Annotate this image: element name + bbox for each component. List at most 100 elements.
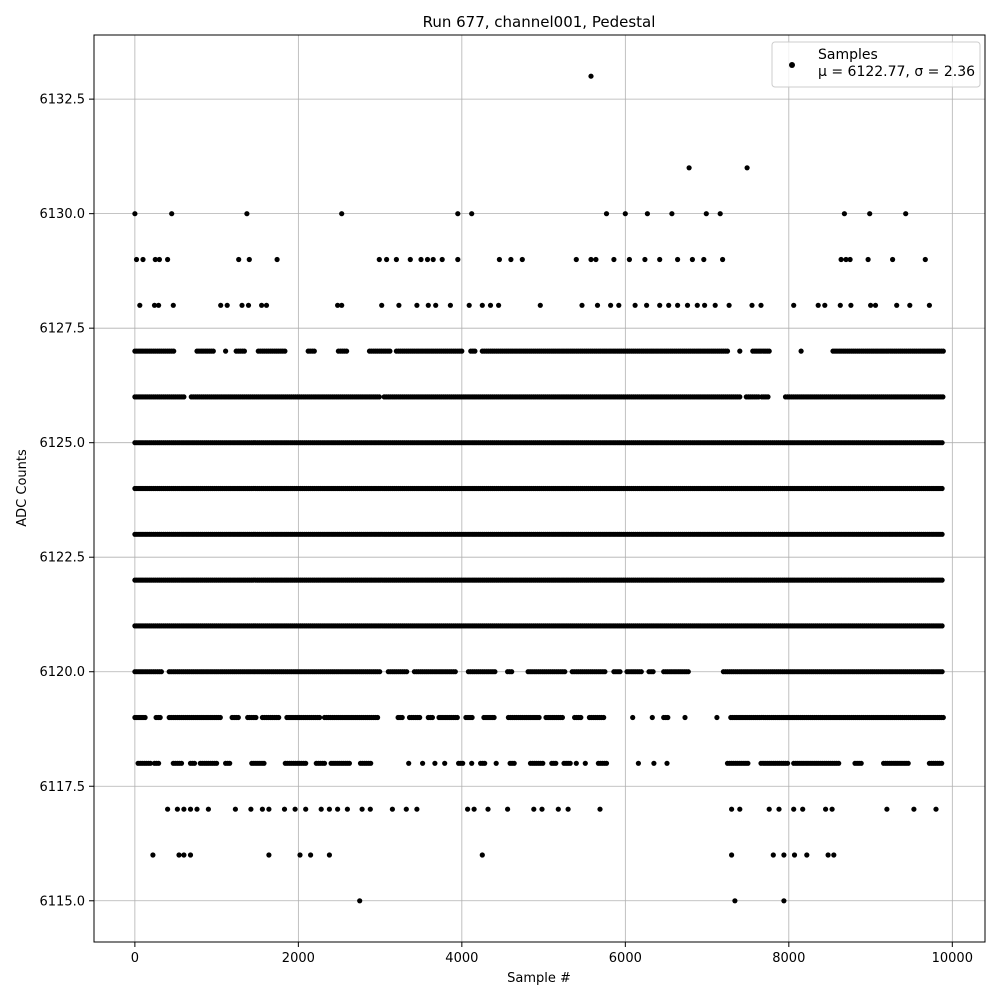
data-point xyxy=(276,714,282,721)
data-point xyxy=(867,211,873,217)
data-point xyxy=(766,806,772,812)
data-point xyxy=(359,806,365,812)
data-point xyxy=(737,394,743,400)
data-point xyxy=(540,760,546,766)
data-point xyxy=(939,531,945,537)
data-point xyxy=(829,806,835,812)
legend-box xyxy=(771,41,981,88)
data-point xyxy=(732,898,738,904)
data-point xyxy=(442,760,448,766)
x-tick-label: 8000 xyxy=(772,951,805,966)
data-point xyxy=(140,256,146,263)
data-point xyxy=(469,211,475,217)
data-point xyxy=(701,256,707,263)
data-point xyxy=(582,760,588,766)
data-point xyxy=(181,394,187,400)
data-point xyxy=(657,302,663,308)
data-point xyxy=(635,760,642,766)
data-point xyxy=(384,256,390,263)
data-point xyxy=(616,302,622,308)
data-point xyxy=(804,852,810,858)
data-point xyxy=(847,256,853,263)
data-point xyxy=(703,211,709,217)
data-point xyxy=(508,256,514,263)
data-point xyxy=(205,806,211,812)
data-point xyxy=(418,256,424,263)
data-point xyxy=(246,256,252,263)
data-point xyxy=(420,760,426,766)
data-point xyxy=(339,211,345,217)
data-point xyxy=(579,302,585,308)
data-point xyxy=(770,852,776,858)
data-point xyxy=(745,760,751,766)
data-point xyxy=(156,760,162,766)
data-point xyxy=(321,760,328,766)
data-point xyxy=(825,852,831,858)
data-point xyxy=(838,256,844,263)
x-tick-label: 4000 xyxy=(445,951,478,966)
data-point xyxy=(531,806,537,812)
data-point xyxy=(346,760,352,766)
data-point xyxy=(297,852,303,858)
data-point xyxy=(178,760,185,766)
data-point xyxy=(496,302,502,308)
data-point xyxy=(669,211,675,217)
data-point xyxy=(737,348,743,354)
data-point xyxy=(335,806,341,812)
data-point xyxy=(664,760,670,766)
data-point xyxy=(454,714,460,721)
data-point xyxy=(559,714,566,721)
data-point xyxy=(455,211,461,217)
data-point xyxy=(479,302,485,308)
data-point xyxy=(466,302,472,308)
data-point xyxy=(227,760,233,766)
data-point xyxy=(848,302,854,308)
data-point xyxy=(156,302,162,308)
x-tick-label: 0 xyxy=(131,951,139,966)
data-point xyxy=(911,806,917,812)
data-point xyxy=(187,806,194,812)
data-point xyxy=(601,714,607,721)
data-point xyxy=(714,714,720,721)
data-point xyxy=(841,211,848,217)
data-point xyxy=(303,806,309,812)
data-point xyxy=(837,302,843,308)
data-point xyxy=(170,302,176,308)
data-point xyxy=(720,256,726,263)
data-point xyxy=(399,714,405,721)
data-point xyxy=(259,806,265,812)
data-point xyxy=(404,669,410,675)
data-point xyxy=(884,806,890,812)
data-point xyxy=(430,256,436,263)
y-tick-label: 6115.0 xyxy=(40,894,86,909)
data-point xyxy=(868,302,874,308)
data-point xyxy=(737,806,743,812)
data-point xyxy=(274,256,280,263)
data-point xyxy=(649,714,655,721)
data-point xyxy=(686,165,692,171)
data-point xyxy=(158,669,164,675)
legend-stats: μ = 6122.77, σ = 2.36 xyxy=(818,64,975,80)
data-point xyxy=(684,302,691,308)
data-point xyxy=(791,852,798,858)
data-point xyxy=(939,623,945,629)
data-point xyxy=(729,852,735,858)
data-point xyxy=(578,714,584,721)
data-point xyxy=(939,669,945,675)
data-point xyxy=(800,806,806,812)
data-point xyxy=(519,256,525,263)
x-axis-ticks: 0 2000 4000 6000 8000 10000 xyxy=(131,942,973,966)
y-tick-label: 6132.5 xyxy=(40,93,86,108)
data-point xyxy=(536,714,542,721)
data-point xyxy=(798,348,804,354)
data-point xyxy=(823,806,829,812)
data-point xyxy=(142,714,148,721)
data-point xyxy=(455,256,461,263)
data-point xyxy=(758,302,764,308)
legend-series-name: Samples xyxy=(818,47,878,63)
data-point xyxy=(597,806,603,812)
data-point xyxy=(511,760,517,766)
data-point xyxy=(432,760,438,766)
data-point xyxy=(565,806,571,812)
